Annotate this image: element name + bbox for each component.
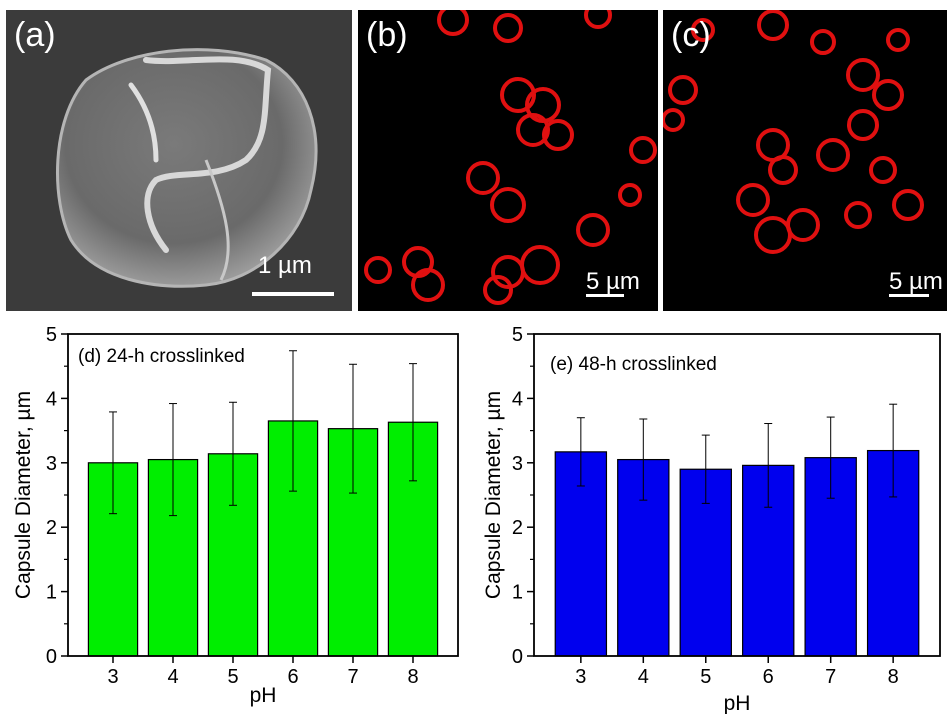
chart-d-x-tick-label: 4	[167, 666, 178, 688]
chart-d-y-axis-label: Capsule Diameter, µm	[12, 391, 35, 599]
chart-d-y-tick-label: 0	[46, 646, 57, 668]
chart-e-y-axis-label: Capsule Diameter, µm	[482, 391, 505, 599]
scale-bar-b	[586, 294, 624, 297]
chart-e-x-tick-label: 8	[888, 666, 899, 688]
chart-e-x-tick-label: 7	[825, 666, 836, 688]
scale-bar-label-c: 5 µm	[889, 268, 943, 295]
chart-d-y-tick-label: 1	[46, 582, 57, 604]
chart-d-y-tick-label: 5	[46, 324, 57, 346]
panel-label-b: (b)	[366, 16, 408, 54]
chart-d-y-tick-label: 3	[46, 453, 57, 475]
chart-d-x-tick-label: 3	[107, 666, 118, 688]
scale-bar-label-b: 5 µm	[586, 268, 640, 295]
chart-d-x-tick-label: 5	[227, 666, 238, 688]
sem-capsule-image	[55, 48, 318, 288]
panel-label-c: (c)	[671, 16, 711, 54]
chart-e-annotation: (e) 48-h crosslinked	[550, 354, 717, 375]
chart-e-x-axis-label: pH	[724, 692, 751, 714]
scale-bar-label-a: 1 µm	[258, 252, 312, 279]
chart-e-y-tick-label: 5	[512, 324, 523, 346]
panel-label-a: (a)	[14, 16, 56, 54]
scale-bar-c	[889, 294, 929, 297]
chart-d-x-tick-label: 8	[407, 666, 418, 688]
chart-e-x-tick-label: 5	[700, 666, 711, 688]
chart-e-x-tick-label: 3	[575, 666, 586, 688]
chart-e-y-tick-label: 1	[512, 582, 523, 604]
chart-d-x-tick-label: 6	[287, 666, 298, 688]
fluorescence-image-panel-c: (c) 5 µm	[663, 10, 947, 311]
chart-d-x-tick-label: 7	[347, 666, 358, 688]
chart-d-x-axis-label: pH	[250, 684, 277, 707]
fluorescence-capsules-image-c	[663, 10, 924, 254]
chart-d-y-tick-label: 4	[46, 388, 57, 410]
chart-e-y-tick-label: 4	[512, 388, 523, 410]
fluorescence-capsules-image-b	[364, 10, 657, 305]
chart-e-x-tick-label: 6	[763, 666, 774, 688]
chart-e-y-tick-label: 2	[512, 517, 523, 539]
sem-image-panel: (a) 1 µm	[6, 10, 352, 311]
chart-d-y-tick-label: 2	[46, 517, 57, 539]
chart-e-y-tick-label: 3	[512, 453, 523, 475]
chart-e-y-tick-label: 0	[512, 646, 523, 668]
fluorescence-image-panel-b: (b) 5 µm	[358, 10, 658, 311]
chart-e-x-tick-label: 4	[638, 666, 649, 688]
scale-bar-a	[252, 292, 334, 296]
chart-d-annotation: (d) 24-h crosslinked	[78, 346, 245, 367]
